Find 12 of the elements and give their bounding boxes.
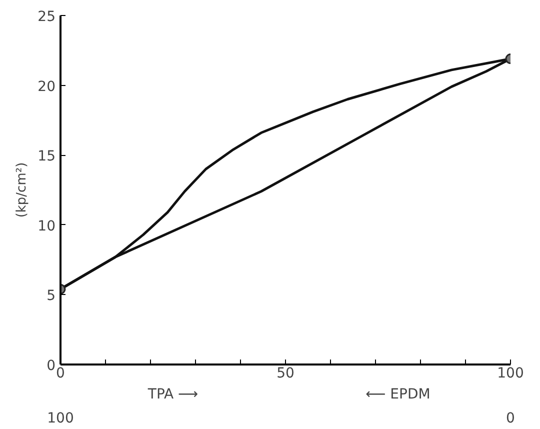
y-tick-label: 5	[46, 288, 56, 304]
y-axis-title: (kp/cm²)	[14, 162, 30, 218]
y-tick-label: 15	[38, 148, 56, 165]
text: ⟵ EPDM	[366, 386, 430, 402]
x-tick-label: 50	[276, 366, 294, 382]
y-tick-label: 25	[38, 9, 56, 25]
x2-tick-label: 100	[47, 410, 74, 426]
y-tick-label: 10	[38, 218, 56, 234]
y-tick-label: 20	[38, 78, 56, 95]
text: TPA ⟶	[146, 386, 198, 402]
x2-tick-label: 0	[506, 410, 515, 426]
x-tick-label: 100	[497, 366, 524, 382]
